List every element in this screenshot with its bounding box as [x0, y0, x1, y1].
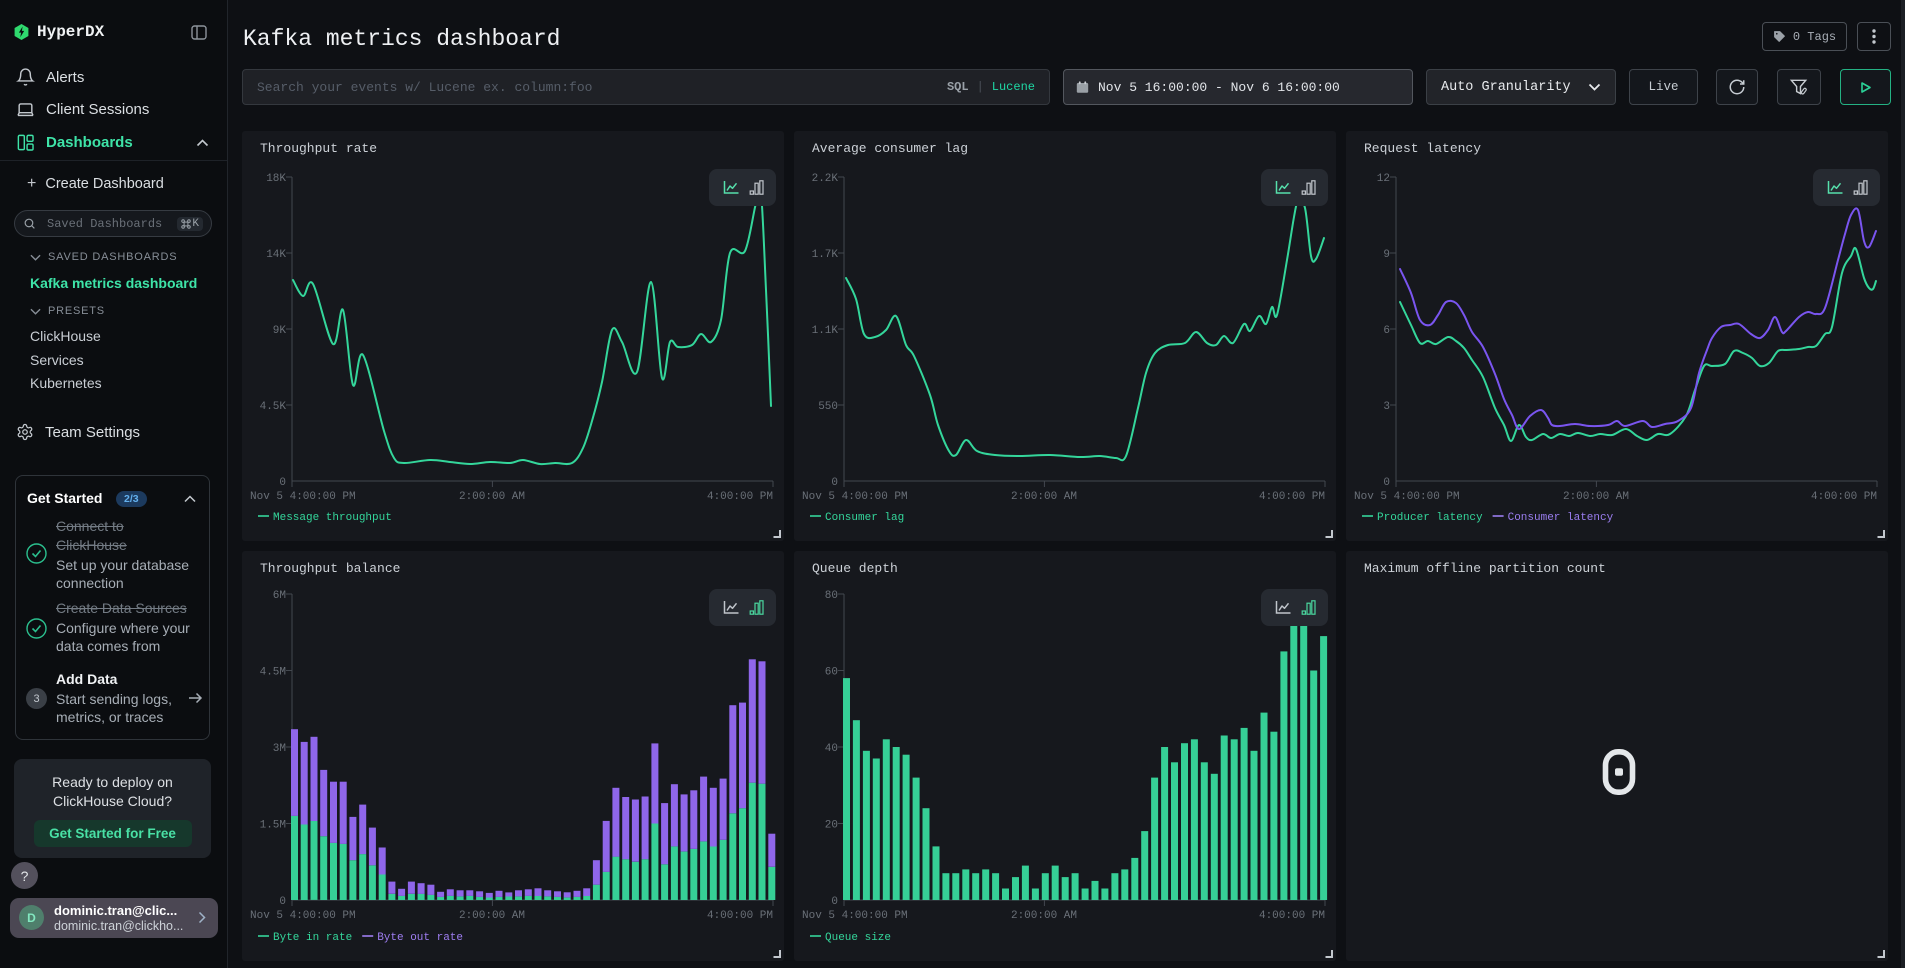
svg-text:Nov 5 4:00:00 PM: Nov 5 4:00:00 PM [250, 910, 356, 922]
svg-text:0: 0 [279, 896, 286, 908]
svg-text:4:00:00 PM: 4:00:00 PM [1259, 910, 1325, 922]
svg-text:60: 60 [825, 667, 838, 679]
svg-text:Nov 5 4:00:00 PM: Nov 5 4:00:00 PM [250, 491, 356, 503]
svg-text:2:00:00 AM: 2:00:00 AM [1563, 491, 1629, 503]
svg-text:20: 20 [825, 820, 838, 832]
svg-text:1.1K: 1.1K [812, 325, 839, 337]
svg-text:Nov 5 4:00:00 PM: Nov 5 4:00:00 PM [1354, 491, 1460, 503]
svg-text:0: 0 [831, 477, 838, 489]
svg-text:18K: 18K [266, 173, 286, 185]
svg-text:4.5K: 4.5K [260, 401, 287, 413]
svg-text:4:00:00 PM: 4:00:00 PM [707, 910, 773, 922]
svg-text:9K: 9K [273, 325, 287, 337]
svg-text:14K: 14K [266, 249, 286, 261]
svg-text:1.5M: 1.5M [260, 820, 286, 832]
svg-text:2:00:00 AM: 2:00:00 AM [1011, 491, 1077, 503]
svg-text:12: 12 [1377, 173, 1390, 185]
svg-text:9: 9 [1383, 249, 1390, 261]
svg-text:0: 0 [279, 477, 286, 489]
svg-text:Message throughput: Message throughput [273, 512, 392, 524]
svg-text:2:00:00 AM: 2:00:00 AM [459, 491, 525, 503]
svg-text:3: 3 [1383, 401, 1390, 413]
svg-text:80: 80 [825, 590, 838, 602]
svg-text:6M: 6M [273, 590, 286, 602]
svg-text:Byte in rate: Byte in rate [273, 932, 352, 944]
svg-text:Queue size: Queue size [825, 932, 891, 944]
svg-text:1.7K: 1.7K [812, 249, 839, 261]
svg-text:6: 6 [1383, 325, 1390, 337]
svg-text:Producer latency: Producer latency [1377, 512, 1483, 524]
svg-text:2.2K: 2.2K [812, 173, 839, 185]
svg-text:2:00:00 AM: 2:00:00 AM [459, 910, 525, 922]
svg-text:Consumer lag: Consumer lag [825, 512, 904, 524]
svg-text:4:00:00 PM: 4:00:00 PM [1811, 491, 1877, 503]
svg-text:2:00:00 AM: 2:00:00 AM [1011, 910, 1077, 922]
svg-text:0: 0 [1383, 477, 1390, 489]
svg-text:Consumer latency: Consumer latency [1508, 512, 1614, 524]
svg-text:0: 0 [831, 896, 838, 908]
svg-text:4:00:00 PM: 4:00:00 PM [707, 491, 773, 503]
svg-text:3M: 3M [273, 743, 286, 755]
svg-text:4:00:00 PM: 4:00:00 PM [1259, 491, 1325, 503]
svg-text:Nov 5 4:00:00 PM: Nov 5 4:00:00 PM [802, 491, 908, 503]
svg-text:40: 40 [825, 743, 838, 755]
svg-text:Nov 5 4:00:00 PM: Nov 5 4:00:00 PM [802, 910, 908, 922]
svg-text:4.5M: 4.5M [260, 667, 286, 679]
svg-text:550: 550 [818, 401, 838, 413]
svg-text:Byte out rate: Byte out rate [377, 932, 463, 944]
